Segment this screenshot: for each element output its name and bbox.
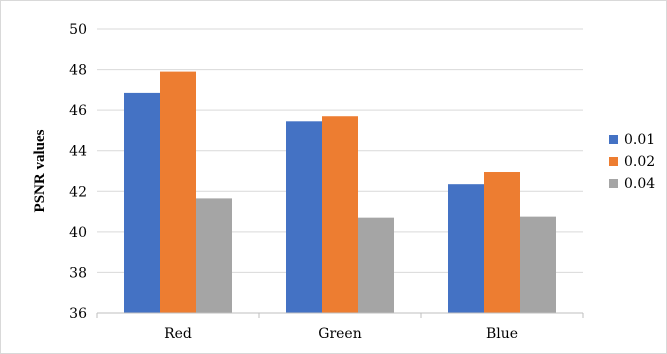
x-tick-label: Blue xyxy=(486,326,518,342)
bar-green-0.02 xyxy=(322,116,358,313)
bars-group xyxy=(124,71,556,314)
legend: 0.01 0.02 0.04 xyxy=(609,132,655,192)
x-tick-label: Red xyxy=(164,326,192,342)
x-tick-label: Green xyxy=(318,326,361,342)
legend-label: 0.04 xyxy=(624,176,655,192)
bar-red-0.04 xyxy=(196,198,232,313)
y-tick-label: 46 xyxy=(69,103,87,119)
bar-blue-0.01 xyxy=(448,184,484,313)
legend-swatch xyxy=(609,157,618,166)
x-tick-labels: Red Green Blue xyxy=(164,326,518,342)
y-tick-label: 50 xyxy=(69,22,87,38)
bar-red-0.02 xyxy=(160,71,196,313)
bar-blue-0.02 xyxy=(484,172,520,313)
bar-green-0.01 xyxy=(286,121,322,313)
y-tick-label: 44 xyxy=(69,144,87,160)
bar-green-0.04 xyxy=(358,217,394,313)
y-tick-label: 48 xyxy=(69,63,87,79)
y-tick-label: 38 xyxy=(69,265,87,281)
legend-label: 0.02 xyxy=(624,154,655,170)
y-tick-label: 42 xyxy=(69,184,87,200)
legend-swatch xyxy=(609,179,618,188)
bar-red-0.01 xyxy=(124,92,160,314)
y-tick-label: 40 xyxy=(69,225,87,241)
y-axis-title: PSNR values xyxy=(32,129,48,212)
y-tick-labels: 36 38 40 42 44 46 48 50 xyxy=(69,22,87,322)
axes-group xyxy=(96,312,584,318)
y-tick-label: 36 xyxy=(69,306,87,322)
legend-swatch xyxy=(609,135,618,144)
legend-label: 0.01 xyxy=(624,132,655,148)
bar-blue-0.04 xyxy=(520,216,556,313)
